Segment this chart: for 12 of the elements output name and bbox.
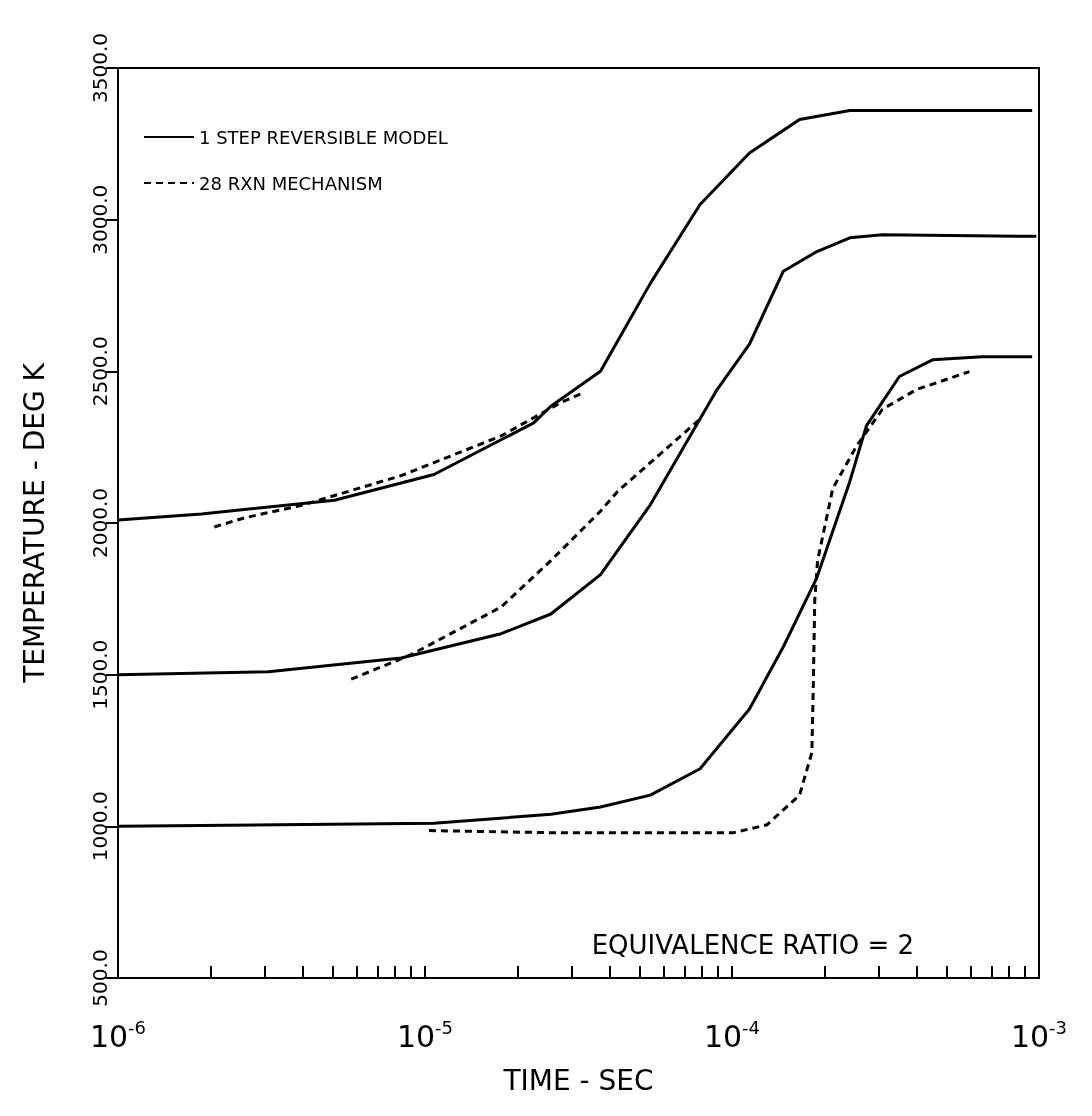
- y-tick-label: 1000.0: [88, 791, 112, 862]
- legend-label: 28 RXN MECHANISM: [199, 172, 383, 194]
- y-axis-title: TEMPERATURE - DEG K: [17, 362, 51, 684]
- y-tick-label: 3500.0: [88, 33, 112, 103]
- y-tick-label: 2000.0: [88, 488, 112, 558]
- y-tick-label: 2500.0: [88, 336, 112, 407]
- annotation: EQUIVALENCE RATIO = 2: [591, 930, 914, 960]
- legend-label: 1 STEP REVERSIBLE MODEL: [199, 126, 448, 148]
- x-axis-title: TIME - SEC: [502, 1063, 654, 1097]
- y-tick-label: 3000.0: [88, 184, 112, 255]
- y-tick-label: 500.0: [88, 949, 112, 1007]
- y-tick-label: 1500.0: [88, 639, 112, 710]
